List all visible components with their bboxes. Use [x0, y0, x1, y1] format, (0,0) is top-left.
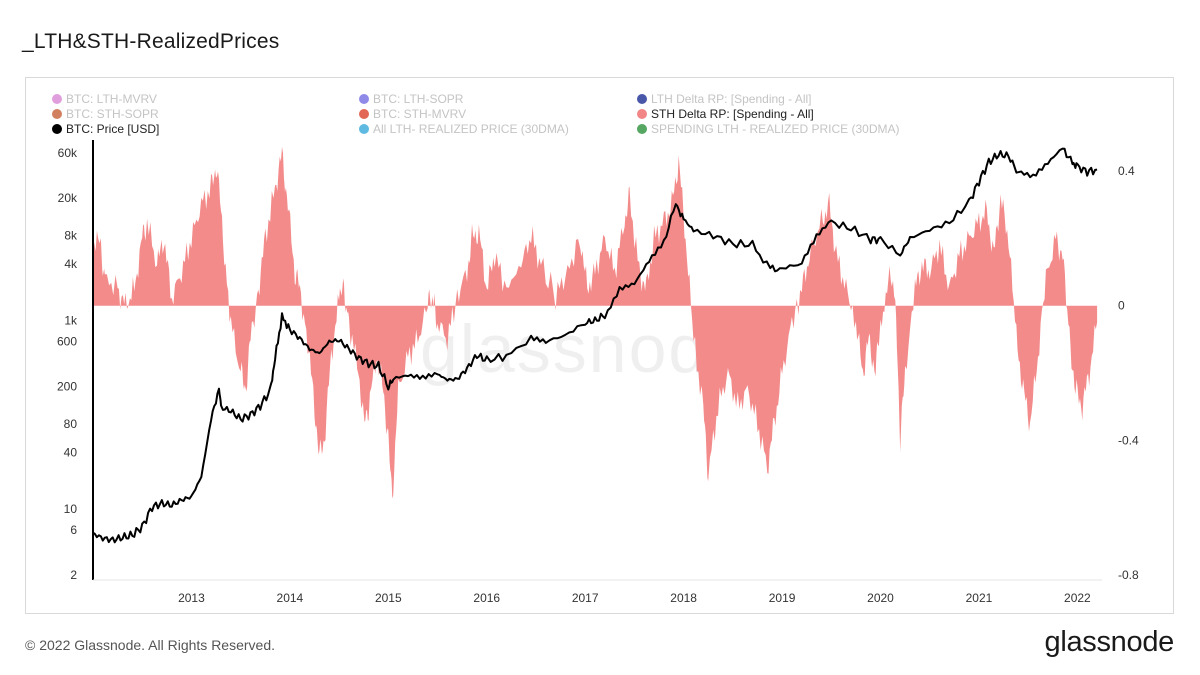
y-left-tick-label: 1k — [64, 314, 78, 328]
legend-dot-icon — [359, 94, 369, 104]
x-tick-label: 2021 — [966, 591, 993, 605]
legend-item-6[interactable]: BTC: Price [USD] — [52, 122, 159, 136]
y-left-tick-label: 600 — [57, 335, 77, 349]
watermark-logo: glassnode — [420, 311, 749, 387]
y-right-tick-label: -0.4 — [1118, 433, 1139, 447]
legend-item-1[interactable]: BTC: LTH-SOPR — [359, 92, 463, 106]
legend-label: BTC: LTH-MVRV — [66, 92, 157, 106]
glassnode-logo: glassnode — [1044, 626, 1174, 658]
y-left-tick-label: 2 — [70, 568, 77, 582]
legend-item-4[interactable]: BTC: STH-MVRV — [359, 107, 466, 121]
chart-legend: BTC: LTH-MVRV BTC: LTH-SOPR LTH Delta RP: … — [52, 92, 1052, 140]
x-tick-label: 2016 — [473, 591, 500, 605]
legend-label: BTC: Price [USD] — [66, 122, 160, 136]
legend-label: All LTH- REALIZED PRICE (30DMA) — [373, 122, 569, 136]
legend-label: BTC: STH-MVRV — [373, 107, 467, 121]
chart-title: _LTH&STH-RealizedPrices — [22, 30, 280, 53]
x-tick-label: 2017 — [572, 591, 599, 605]
y-left-tick-label: 4k — [64, 257, 78, 271]
x-tick-label: 2014 — [277, 591, 304, 605]
y-left-tick-label: 200 — [57, 379, 77, 393]
y-left-tick-label: 20k — [58, 191, 78, 205]
x-tick-label: 2019 — [769, 591, 796, 605]
x-tick-label: 2018 — [670, 591, 697, 605]
y-left-tick-label: 6 — [70, 523, 77, 537]
x-tick-label: 2020 — [867, 591, 894, 605]
legend-dot-icon — [52, 124, 62, 134]
legend-dot-icon — [637, 124, 647, 134]
legend-dot-icon — [359, 109, 369, 119]
legend-label: BTC: LTH-SOPR — [373, 92, 464, 106]
btc-price-line[interactable] — [92, 147, 1098, 544]
legend-item-3[interactable]: BTC: STH-SOPR — [52, 107, 159, 121]
copyright-footer: © 2022 Glassnode. All Rights Reserved. — [25, 637, 276, 653]
x-tick-label: 2022 — [1064, 591, 1091, 605]
y-left-tick-label: 80 — [64, 417, 78, 431]
x-tick-label: 2015 — [375, 591, 402, 605]
legend-label: LTH Delta RP: [Spending - All] — [651, 92, 812, 106]
y-right-tick-label: -0.8 — [1118, 568, 1139, 582]
legend-label: STH Delta RP: [Spending - All] — [651, 107, 814, 121]
chart-frame — [25, 77, 1174, 614]
y-right-tick-label: 0 — [1118, 299, 1125, 313]
legend-dot-icon — [359, 124, 369, 134]
legend-label: SPENDING LTH - REALIZED PRICE (30DMA) — [651, 122, 900, 136]
legend-dot-icon — [52, 94, 62, 104]
y-left-tick-label: 40 — [64, 445, 78, 459]
legend-label: BTC: STH-SOPR — [66, 107, 159, 121]
y-left-tick-label: 8k — [64, 228, 78, 242]
legend-item-0[interactable]: BTC: LTH-MVRV — [52, 92, 157, 106]
legend-dot-icon — [52, 109, 62, 119]
y-left-tick-label: 60k — [58, 146, 78, 160]
legend-item-7[interactable]: All LTH- REALIZED PRICE (30DMA) — [359, 122, 569, 136]
legend-item-8[interactable]: SPENDING LTH - REALIZED PRICE (30DMA) — [637, 122, 899, 136]
y-right-tick-label: 0.4 — [1118, 164, 1135, 178]
x-tick-label: 2013 — [178, 591, 205, 605]
legend-item-5[interactable]: STH Delta RP: [Spending - All] — [637, 107, 814, 121]
legend-dot-icon — [637, 109, 647, 119]
legend-item-2[interactable]: LTH Delta RP: [Spending - All] — [637, 92, 812, 106]
legend-dot-icon — [637, 94, 647, 104]
y-left-tick-label: 10 — [64, 502, 78, 516]
sth-delta-area[interactable] — [93, 146, 1098, 499]
